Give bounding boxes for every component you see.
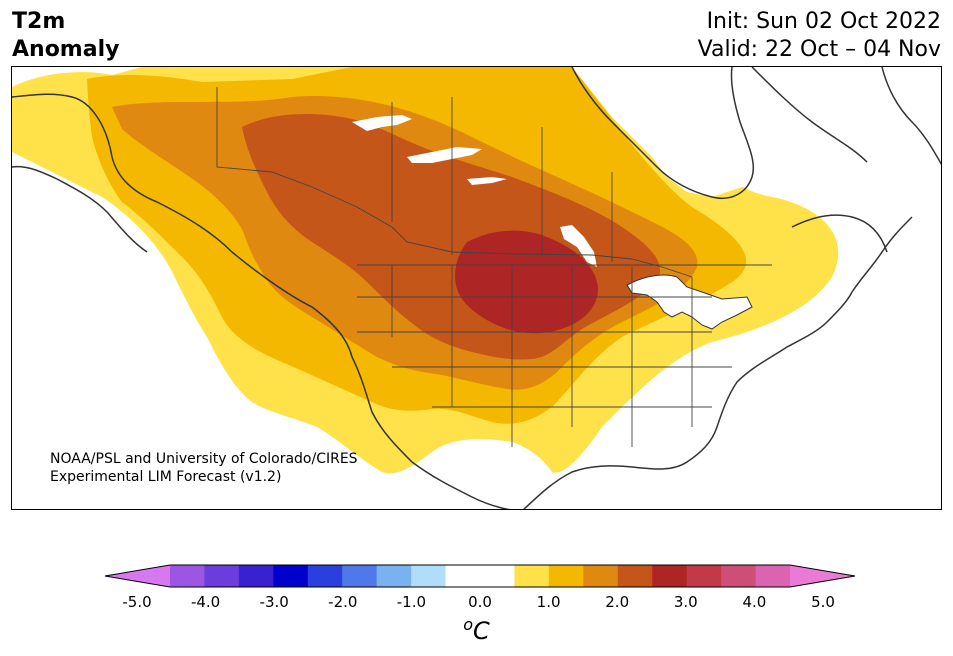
colorbar-segment (583, 565, 619, 587)
colorbar-outline (104, 564, 856, 588)
colorbar-segment (411, 565, 447, 587)
lake-winnipeg (560, 225, 597, 267)
colorbar-segment (480, 565, 515, 587)
anomaly-contour-5c (455, 230, 598, 334)
title-line-1: T2m (12, 9, 66, 34)
colorbar-segment (445, 565, 481, 587)
colorbar-segment (686, 565, 722, 587)
colorbar-units: oC (0, 615, 953, 645)
colorbar-tick-label: -3.0 (260, 593, 289, 611)
units-label: oC (463, 615, 490, 645)
colorbar-tick-label: 3.0 (674, 593, 698, 611)
colorbar-segment (376, 565, 412, 587)
colorbar-tick-label: 4.0 (742, 593, 766, 611)
forecast-dates: Init: Sun 02 Oct 2022 Valid: 22 Oct – 04… (698, 8, 941, 64)
colorbar-tick-label: -2.0 (328, 593, 357, 611)
lake-athabasca (467, 177, 507, 185)
colorbar-tick-label: -1.0 (397, 593, 426, 611)
colorbar-segment (238, 565, 274, 587)
colorbar-extend-max (790, 565, 855, 587)
credit-line-2: Experimental LIM Forecast (v1.2) (50, 469, 282, 485)
great-bear-lake (407, 147, 482, 163)
colorbar-segment (617, 565, 653, 587)
colorbar-segment (204, 565, 240, 587)
credit-line-1: NOAA/PSL and University of Colorado/CIRE… (50, 451, 358, 467)
credit-text: NOAA/PSL and University of Colorado/CIRE… (50, 450, 358, 486)
colorbar-tick-label: 0.0 (468, 593, 492, 611)
colorbar-extend-min (105, 565, 170, 587)
colorbar-tick-label: 1.0 (537, 593, 561, 611)
colorbar-tick-label: -5.0 (122, 593, 151, 611)
colorbar-svg: -5.0 -4.0 -3.0 -2.0 -1.0 0.0 1.0 2.0 3.0 4.0 5.0 (104, 564, 856, 611)
colorbar-segment (652, 565, 688, 587)
colorbar-segment (755, 565, 791, 587)
political-boundaries (216, 87, 772, 447)
gulf-of-mexico (534, 467, 731, 509)
colorbar-segment (273, 565, 309, 587)
hudson-bay (572, 67, 757, 197)
colorbar-segment (721, 565, 757, 587)
map-title: T2m Anomaly (12, 8, 119, 64)
colorbar-segment (548, 565, 584, 587)
colorbar-tick-label: -4.0 (191, 593, 220, 611)
map-panel: NOAA/PSL and University of Colorado/CIRE… (11, 66, 942, 510)
great-lakes (626, 274, 753, 330)
colorbar-segment (342, 565, 378, 587)
colorbar-segment (514, 565, 550, 587)
valid-range: Valid: 22 Oct – 04 Nov (697, 37, 941, 62)
title-line-2: Anomaly (12, 37, 120, 62)
coastlines (12, 67, 941, 509)
map-canvas (12, 67, 941, 509)
colorbar-segment (307, 565, 343, 587)
great-slave-lake (352, 115, 412, 131)
colorbar-tick-label: 5.0 (811, 593, 835, 611)
colorbar-tick-label: 2.0 (605, 593, 629, 611)
init-date: Init: Sun 02 Oct 2022 (706, 9, 941, 34)
colorbar-segment (170, 565, 205, 587)
colorbar: -5.0 -4.0 -3.0 -2.0 -1.0 0.0 1.0 2.0 3.0 4.0 5.0 (100, 562, 860, 618)
